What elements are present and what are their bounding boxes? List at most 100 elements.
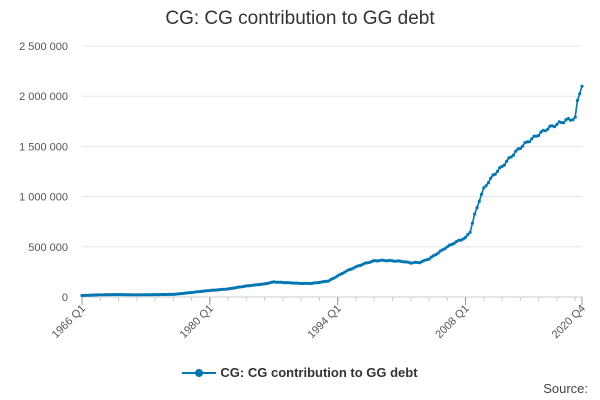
data-point xyxy=(562,121,566,125)
data-point xyxy=(502,163,506,167)
data-point xyxy=(413,260,417,264)
x-tick-label: 1966 Q1 xyxy=(50,303,88,341)
data-point xyxy=(224,287,228,291)
data-point xyxy=(571,118,575,122)
data-point xyxy=(119,293,123,297)
data-point xyxy=(219,287,223,292)
data-point xyxy=(283,281,287,285)
data-point xyxy=(107,293,111,297)
data-point xyxy=(468,230,472,234)
data-point xyxy=(518,146,523,150)
x-tick-label: 2020 Q4 xyxy=(550,303,588,341)
data-point xyxy=(452,241,456,245)
data-point xyxy=(82,293,86,297)
data-point xyxy=(473,212,477,216)
data-point xyxy=(493,172,497,176)
data-point xyxy=(206,289,210,293)
y-tick-label: 1 500 000 xyxy=(19,141,68,153)
data-point xyxy=(521,144,525,148)
data-point xyxy=(486,181,490,185)
data-point xyxy=(543,129,548,133)
data-point xyxy=(443,247,447,251)
chart-title: CG: CG contribution to GG debt xyxy=(165,8,435,29)
data-point xyxy=(146,293,150,297)
data-point xyxy=(374,259,379,263)
y-tick-label: 2 500 000 xyxy=(19,41,68,53)
data-point xyxy=(160,292,164,297)
source-label: Source: xyxy=(543,381,588,396)
data-point xyxy=(505,159,509,163)
data-point xyxy=(144,293,148,297)
data-point xyxy=(285,281,290,285)
data-point xyxy=(416,260,420,265)
data-point xyxy=(500,164,504,168)
data-point xyxy=(96,293,100,297)
data-point xyxy=(566,117,570,121)
data-point xyxy=(142,293,146,297)
data-point xyxy=(217,288,221,292)
data-point xyxy=(295,281,299,285)
data-point xyxy=(514,149,518,153)
data-point xyxy=(333,275,337,279)
data-point xyxy=(313,281,317,285)
data-point xyxy=(171,292,175,296)
data-point xyxy=(148,293,153,297)
data-point xyxy=(484,184,488,188)
data-point xyxy=(395,259,399,263)
data-point xyxy=(196,290,200,294)
data-point xyxy=(466,233,470,237)
data-point xyxy=(379,258,383,262)
data-point xyxy=(436,251,440,255)
data-point xyxy=(212,288,216,292)
data-point xyxy=(495,169,500,173)
data-point xyxy=(244,284,248,288)
data-point xyxy=(292,281,296,285)
data-point xyxy=(427,257,431,261)
data-point xyxy=(126,293,130,297)
data-point xyxy=(322,280,326,284)
data-point xyxy=(539,130,543,134)
data-point xyxy=(479,192,484,196)
legend-swatch xyxy=(182,368,217,378)
data-point xyxy=(105,293,109,297)
x-tick-label: 1980 Q1 xyxy=(178,303,216,341)
data-point xyxy=(548,124,552,128)
data-point xyxy=(555,122,559,126)
data-point xyxy=(256,283,260,287)
data-point xyxy=(203,289,207,293)
data-point xyxy=(121,293,125,297)
x-tick-label: 1994 Q1 xyxy=(306,303,344,341)
data-point xyxy=(155,293,159,297)
data-point xyxy=(100,293,105,297)
data-point xyxy=(511,153,516,157)
data-point xyxy=(130,293,134,297)
data-point xyxy=(237,285,242,289)
legend[interactable]: CG: CG contribution to GG debt xyxy=(0,364,600,380)
data-point xyxy=(461,237,465,241)
data-point xyxy=(475,206,479,210)
data-point xyxy=(327,279,331,283)
data-point xyxy=(158,293,162,297)
data-point xyxy=(482,186,486,190)
data-point xyxy=(132,293,137,297)
data-point xyxy=(445,245,449,249)
data-point xyxy=(169,292,173,296)
data-point xyxy=(87,293,91,297)
y-tick-label: 0 xyxy=(62,292,68,304)
data-point xyxy=(527,140,532,144)
data-point xyxy=(274,280,278,284)
y-tick-label: 500 000 xyxy=(28,242,68,254)
data-point xyxy=(489,176,493,180)
x-tick-label: 2008 Q1 xyxy=(433,303,471,341)
data-point xyxy=(110,293,114,297)
data-point xyxy=(336,274,340,278)
data-point xyxy=(210,288,214,292)
data-point xyxy=(575,98,580,103)
data-point xyxy=(89,293,93,297)
data-point xyxy=(530,137,534,141)
data-point xyxy=(185,291,189,295)
data-point xyxy=(123,293,127,297)
data-point xyxy=(477,199,481,203)
